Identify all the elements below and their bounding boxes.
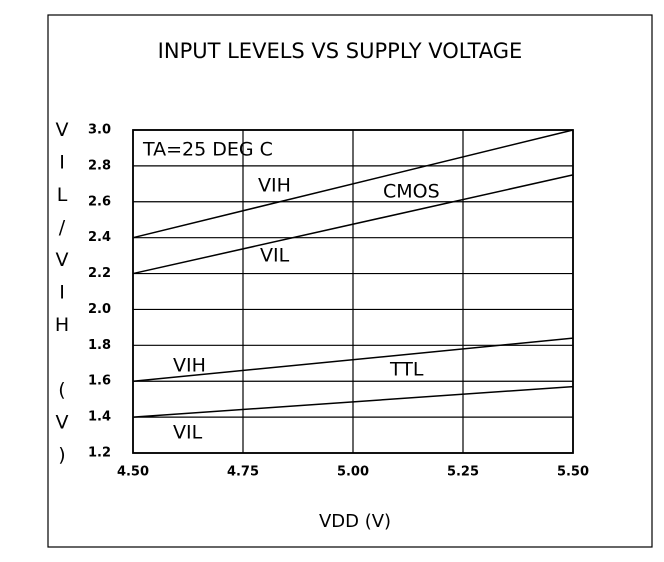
y-label-char: V bbox=[56, 411, 69, 433]
x-tick-label: 5.50 bbox=[557, 465, 589, 480]
y-tick-label: 1.2 bbox=[88, 446, 111, 461]
y-label-char: I bbox=[59, 151, 65, 173]
y-axis-label: V I L / V I H (V) bbox=[55, 119, 69, 466]
y-label-char: ( bbox=[58, 379, 65, 401]
line bbox=[132, 385, 574, 418]
y-tick-label: 2.4 bbox=[88, 230, 111, 245]
y-label-char: H bbox=[55, 314, 69, 336]
x-axis-label: VDD (V) bbox=[319, 511, 391, 532]
y-label-char: ) bbox=[58, 444, 65, 466]
y-label-char: / bbox=[59, 216, 66, 238]
y-label-char: V bbox=[56, 119, 69, 141]
annotation: VIH bbox=[173, 355, 206, 377]
y-tick-label: 3.0 bbox=[88, 123, 111, 138]
y-tick-label: 2.8 bbox=[88, 158, 111, 173]
y-label-char: V bbox=[56, 249, 69, 271]
annotation: TTL bbox=[389, 359, 424, 381]
x-tick-label: 5.25 bbox=[447, 465, 479, 480]
x-tick-label: 5.00 bbox=[337, 465, 369, 480]
y-label-char: L bbox=[57, 184, 68, 206]
annotation: TA=25 DEG C bbox=[142, 139, 273, 161]
y-tick-label: 1.8 bbox=[88, 338, 111, 353]
chart-title: INPUT LEVELS VS SUPPLY VOLTAGE bbox=[158, 39, 523, 63]
y-tick-label: 1.4 bbox=[88, 410, 111, 425]
annotation: CMOS bbox=[383, 181, 440, 203]
x-tick-label: 4.75 bbox=[227, 465, 259, 480]
frame bbox=[47, 14, 653, 548]
x-tick-label: 4.50 bbox=[117, 465, 149, 480]
y-label-char bbox=[59, 346, 65, 368]
annotation: VIL bbox=[260, 245, 290, 267]
line bbox=[132, 174, 574, 275]
y-tick-label: 2.2 bbox=[88, 266, 111, 281]
annotation: VIL bbox=[173, 422, 203, 444]
line bbox=[132, 337, 574, 382]
line bbox=[132, 129, 574, 239]
y-tick-label: 2.0 bbox=[88, 302, 111, 317]
y-tick-label: 2.6 bbox=[88, 194, 111, 209]
y-tick-label: 1.6 bbox=[88, 374, 111, 389]
y-label-char: I bbox=[59, 281, 65, 303]
annotation: VIH bbox=[258, 175, 291, 197]
